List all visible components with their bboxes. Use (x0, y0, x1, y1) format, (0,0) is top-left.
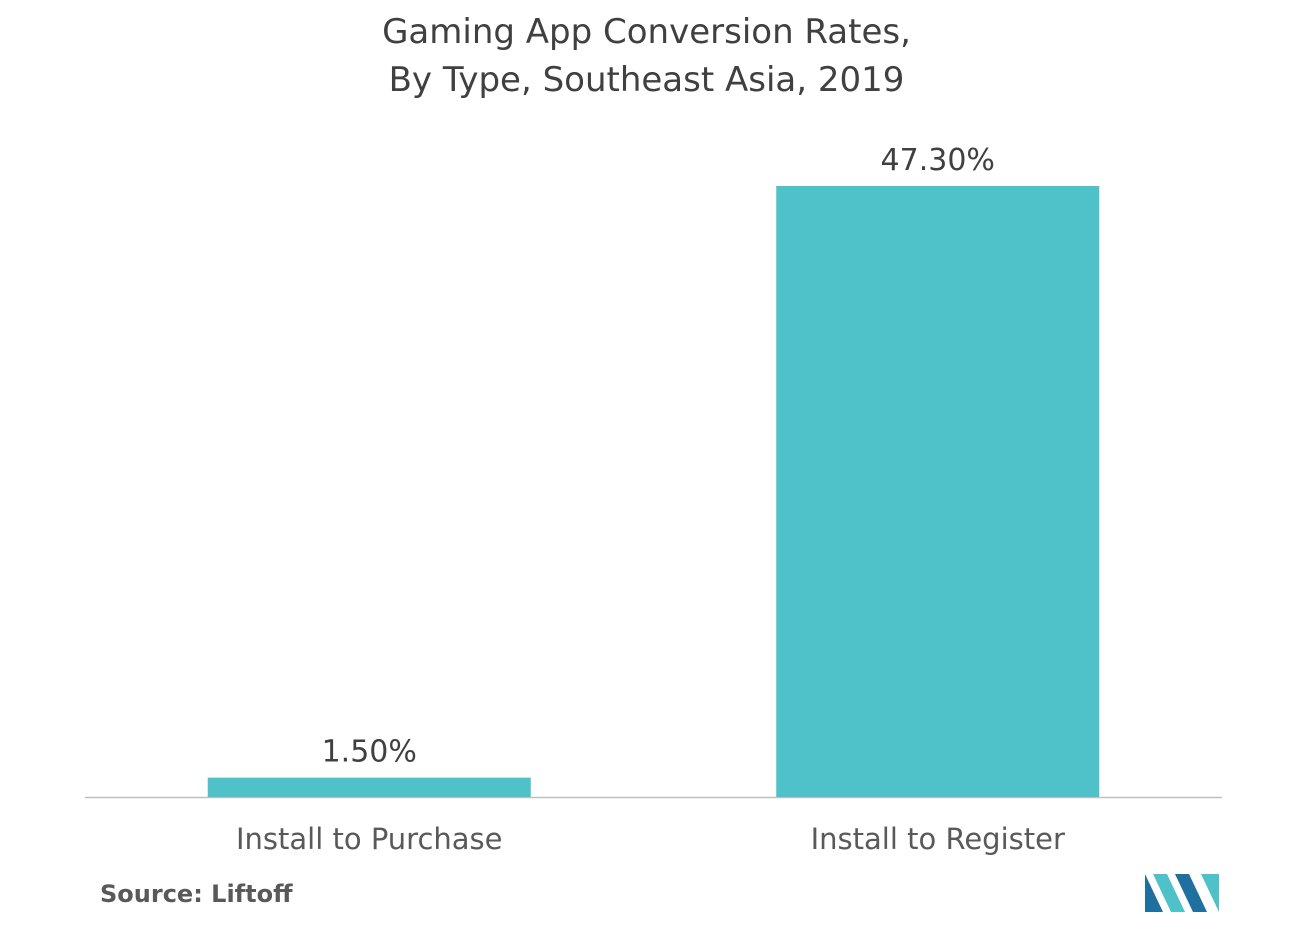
bar-1 (776, 186, 1100, 797)
x-tick-label-0: Install to Purchase (236, 822, 503, 856)
x-tick-label-1: Install to Register (811, 822, 1065, 856)
data-label-1: 47.30% (881, 143, 995, 178)
chart-title-line-1: Gaming App Conversion Rates, (382, 12, 911, 52)
chart-title: Gaming App Conversion Rates, By Type, So… (0, 8, 1293, 104)
chart-title-line-2: By Type, Southeast Asia, 2019 (388, 60, 905, 100)
data-label-0: 1.50% (322, 735, 417, 770)
bar-0 (207, 777, 531, 797)
mordor-intelligence-logo-icon (1145, 874, 1219, 912)
source-note: Source: Liftoff (100, 880, 293, 908)
